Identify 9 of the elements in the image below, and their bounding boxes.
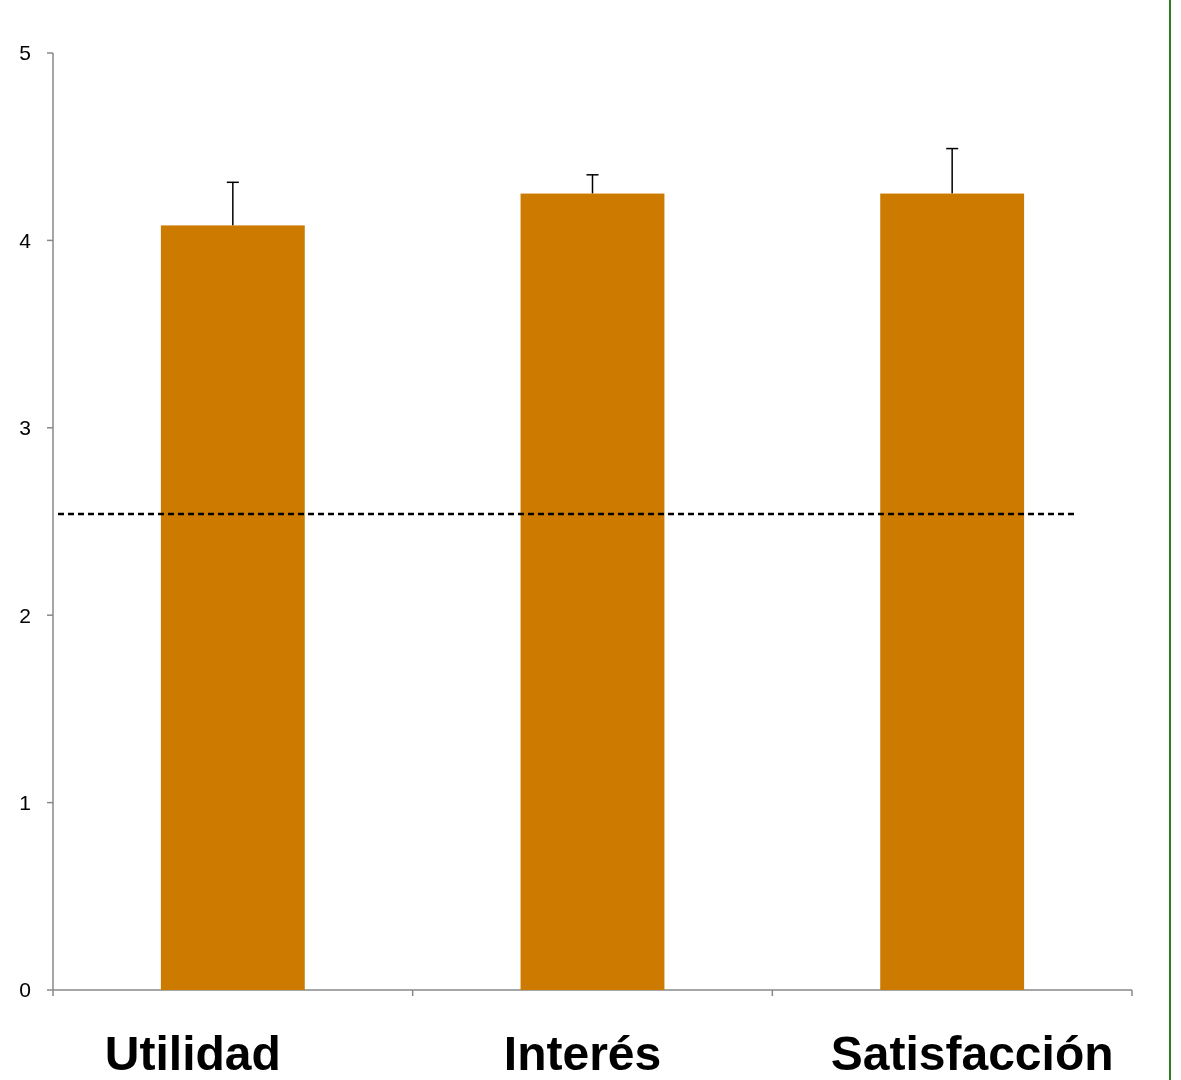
y-tick-label: 3 xyxy=(19,416,31,440)
y-tick-label: 5 xyxy=(19,41,31,65)
y-tick-label: 4 xyxy=(19,228,32,252)
x-tick-label: Satisfacción xyxy=(830,1027,1114,1080)
x-tick-label: Interés xyxy=(503,1027,662,1080)
y-tick-label: 1 xyxy=(19,790,31,814)
y-tick-label: 0 xyxy=(19,978,31,1002)
x-tick-label: Utilidad xyxy=(104,1027,281,1080)
y-tick-label: 2 xyxy=(19,603,31,627)
